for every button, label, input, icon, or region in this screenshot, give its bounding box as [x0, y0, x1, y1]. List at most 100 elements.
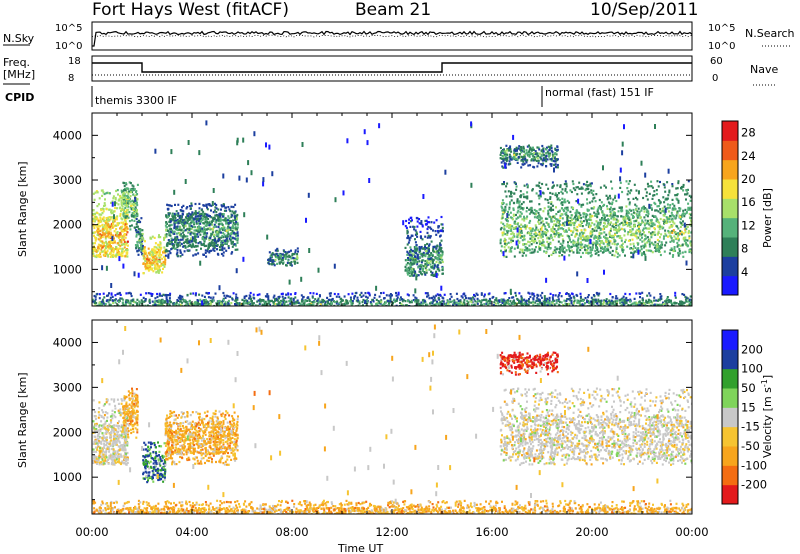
power-pixel: [546, 248, 549, 251]
power-pixel: [595, 236, 598, 239]
power-pixel: [570, 206, 573, 209]
power-pixel: [107, 254, 109, 257]
power-pixel: [115, 218, 118, 221]
power-pixel: [653, 246, 656, 249]
power-pixel: [627, 190, 630, 193]
power-pixel: [542, 162, 545, 165]
power-pixel: [290, 257, 293, 260]
power-pixel: [535, 184, 538, 187]
power-pixel: [603, 299, 606, 302]
power-pixel: [472, 296, 474, 299]
power-pixel: [409, 225, 412, 228]
power-pixel: [614, 218, 617, 221]
power-pixel: [615, 250, 617, 253]
power-pixel: [113, 240, 116, 243]
power-pixel: [554, 156, 556, 159]
power-pixel: [561, 244, 564, 247]
power-pixel: [135, 231, 138, 234]
power-pixel: [664, 190, 667, 193]
power-pixel: [507, 190, 510, 193]
power-pixel: [525, 210, 528, 213]
freq-label: Freq.: [3, 56, 30, 69]
power-pixel: [118, 198, 121, 201]
power-pixel: [173, 230, 176, 233]
power-pixel: [512, 155, 515, 159]
power-pixel: [125, 209, 128, 212]
power-pixel: [170, 238, 173, 242]
power-pixel: [110, 210, 113, 213]
power-pixel: [424, 254, 427, 257]
power-pixel: [562, 228, 565, 231]
power-pixel: [578, 203, 581, 206]
power-pixel: [680, 233, 683, 236]
power-pixel: [605, 237, 608, 241]
power-pixel: [680, 187, 683, 190]
power-pixel: [120, 200, 123, 203]
power-pixel: [139, 220, 142, 223]
power-pixel: [185, 216, 187, 219]
power-pixel: [658, 240, 661, 243]
power-pixel: [682, 185, 685, 188]
power-pixel: [423, 247, 426, 250]
power-pixel: [205, 228, 208, 231]
power-pixel: [206, 206, 208, 209]
power-pixel: [677, 227, 680, 230]
power-pixel: [171, 229, 174, 232]
power-pixel: [151, 300, 154, 303]
power-pixel: [570, 214, 573, 217]
power-pixel: [120, 235, 123, 238]
power-pixel: [136, 204, 139, 207]
power-pixel: [519, 148, 522, 151]
power-pixel: [663, 205, 666, 208]
power-pixel: [561, 217, 564, 220]
power-pixel: [424, 260, 427, 263]
power-pixel: [421, 238, 424, 241]
power-pixel: [606, 247, 609, 250]
power-pixel: [122, 298, 125, 301]
power-pixel: [516, 198, 519, 201]
power-pixel: [610, 236, 613, 239]
power-pixel: [138, 233, 141, 236]
power-pixel: [104, 247, 107, 250]
power-pixel: [580, 241, 582, 244]
power-pixel: [146, 267, 149, 270]
power-pixel: [141, 240, 144, 243]
power-pixel: [616, 228, 619, 231]
power-pixel: [663, 201, 666, 204]
power-pixel: [201, 230, 203, 233]
power-pixel: [668, 234, 671, 237]
power-pixel: [559, 214, 562, 217]
power-pixel: [113, 237, 115, 240]
power-pixel: [288, 250, 291, 253]
power-pixel: [559, 249, 562, 252]
power-pixel: [205, 204, 208, 207]
power-pixel: [141, 243, 143, 246]
power-pixel: [215, 244, 217, 247]
power-pixel: [520, 229, 523, 232]
power-pixel: [506, 148, 509, 151]
power-pixel: [505, 152, 508, 155]
power-pixel: [535, 241, 538, 245]
power-pixel: [413, 228, 416, 231]
power-pixel: [128, 202, 131, 205]
power-pixel: [518, 225, 521, 228]
power-pixel: [236, 213, 239, 217]
power-pixel: [235, 232, 238, 235]
power-pixel: [125, 223, 128, 226]
power-pixel: [511, 236, 514, 239]
power-pixel: [607, 196, 610, 199]
power-pixel: [660, 241, 663, 244]
power-pixel: [508, 195, 511, 198]
power-pixel: [510, 199, 513, 202]
power-pixel: [133, 219, 136, 222]
power-pixel: [530, 243, 533, 246]
power-pixel: [564, 180, 567, 183]
power-pixel: [217, 225, 220, 229]
power-pixel: [590, 296, 593, 299]
power-pixel: [636, 229, 639, 232]
power-pixel: [93, 226, 96, 230]
power-pixel: [638, 233, 641, 236]
power-pixel: [533, 248, 536, 251]
power-pixel: [668, 252, 671, 255]
power-pixel: [117, 243, 120, 246]
